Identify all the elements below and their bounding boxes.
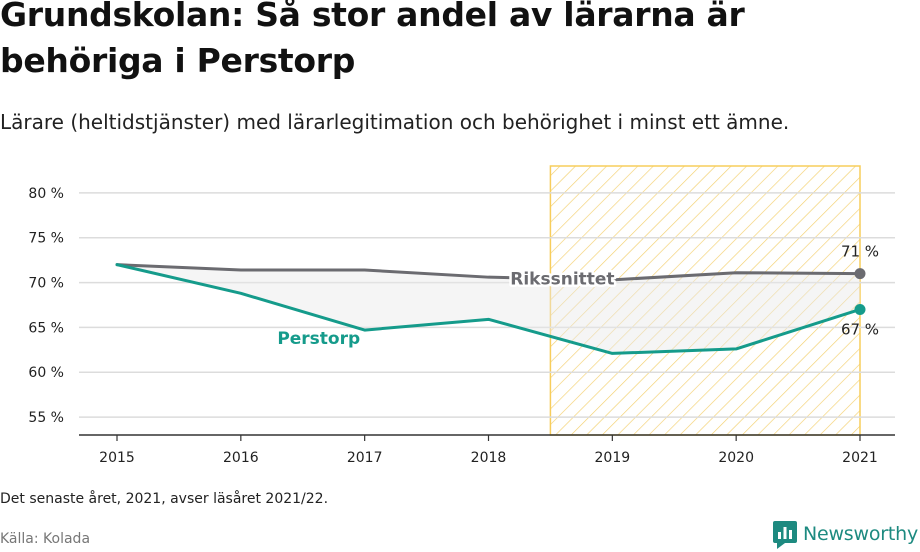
highlight-period: [549, 165, 861, 436]
x-tick-label: 2017: [347, 450, 383, 466]
series-label-rikssnittet: Rikssnittet: [510, 270, 614, 290]
end-value-label-perstorp: 67 %: [841, 320, 879, 338]
y-tick-label: 65 %: [28, 320, 64, 336]
brand-name: Newsworthy: [802, 523, 918, 545]
series-line-perstorp: [115, 263, 862, 355]
line-chart: 55 % 60 % 65 % 70 % 75 % 80 % 2015 2016 2017 201…: [28, 165, 895, 466]
y-tick-label: 75 %: [28, 231, 64, 247]
series-label-perstorp: Perstorp: [277, 329, 360, 349]
gap-area: [117, 264, 860, 354]
x-tick-label: 2021: [842, 450, 878, 466]
series-line-rikssnittet: [115, 263, 862, 282]
x-tick-label: 2019: [595, 450, 631, 466]
y-tick-label: 60 %: [28, 365, 64, 381]
y-tick-label: 70 %: [28, 276, 64, 292]
x-tick-label: 2020: [718, 450, 754, 466]
newsworthy-logo: Newsworthy: [772, 519, 918, 549]
x-tick-label: 2018: [471, 450, 507, 466]
y-tick-label: 55 %: [28, 410, 64, 426]
source-text: Källa: Kolada: [0, 531, 91, 547]
footnote: Det senaste året, 2021, avser läsåret 20…: [0, 491, 329, 507]
end-point-perstorp: [854, 303, 866, 315]
newsworthy-logo-icon: [772, 521, 797, 549]
y-tick-label: 80 %: [28, 186, 64, 202]
chart-subtitle: Lärare (heltidstjänster) med lärarlegiti…: [0, 110, 790, 134]
x-tick-label: 2015: [99, 450, 135, 466]
end-value-label-rikssnittet: 71 %: [841, 243, 879, 261]
x-tick-label: 2016: [223, 450, 259, 466]
end-point-rikssnittet: [854, 268, 866, 280]
chart-title: Grundskolan: Så stor andel av lärarna är…: [0, 0, 745, 80]
